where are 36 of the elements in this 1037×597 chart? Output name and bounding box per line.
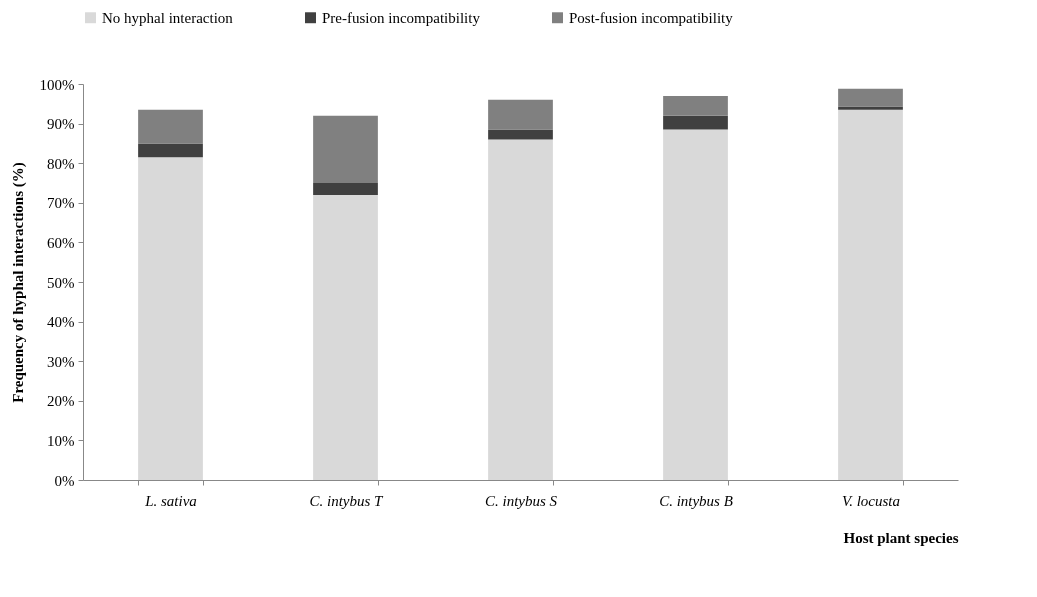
- y-tick-label: 80%: [47, 155, 75, 172]
- bar: [488, 99, 553, 130]
- bar: [663, 129, 728, 480]
- bar: [313, 194, 378, 480]
- bar: [138, 143, 203, 158]
- y-tick-label: 70%: [47, 195, 75, 212]
- y-tick-label: 60%: [47, 234, 75, 251]
- y-tick-label: 50%: [47, 274, 75, 291]
- y-tick-label: 100%: [39, 76, 75, 93]
- bar: [488, 129, 553, 140]
- bar: [663, 115, 728, 130]
- y-tick-label: 30%: [47, 353, 75, 370]
- legend-label: No hyphal interaction: [102, 9, 234, 26]
- bar: [138, 109, 203, 144]
- x-tick-label: V. locusta: [841, 492, 901, 509]
- x-tick-label: C. intybus B: [659, 492, 733, 509]
- bar: [838, 88, 903, 107]
- legend-label: Post-fusion incompatibility: [569, 9, 734, 26]
- y-tick-label: 20%: [47, 393, 75, 410]
- y-axis-title: Frequency of hyphal interactions (%): [9, 162, 27, 403]
- y-tick-label: 0%: [54, 472, 75, 489]
- y-tick-label: 40%: [47, 314, 75, 331]
- x-axis-title: Host plant species: [843, 529, 959, 546]
- x-tick-label: L. sativa: [144, 492, 197, 509]
- y-tick-label: 90%: [47, 116, 75, 133]
- bar: [838, 109, 903, 480]
- x-tick-label: C. intybus S: [484, 492, 558, 509]
- bar: [488, 139, 553, 480]
- legend-label: Pre-fusion incompatibility: [322, 9, 481, 26]
- bar: [838, 106, 903, 110]
- y-tick-label: 10%: [47, 432, 75, 449]
- bar: [313, 115, 378, 183]
- bar: [313, 183, 378, 195]
- bar: [138, 157, 203, 480]
- bar: [663, 95, 728, 116]
- x-tick-label: C. intybus T: [309, 492, 385, 509]
